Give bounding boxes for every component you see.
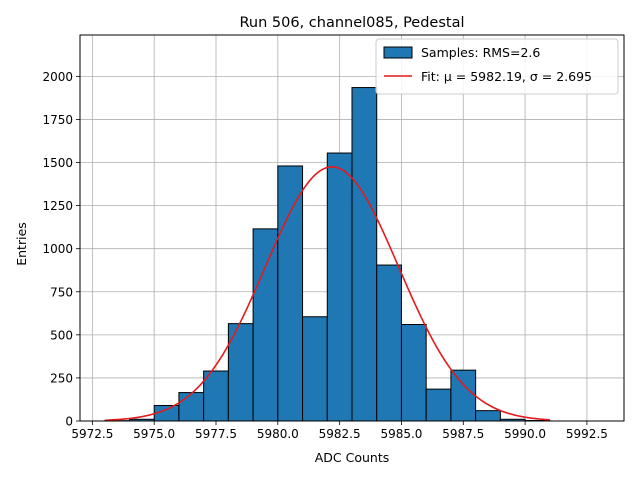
legend-samples-label: Samples: RMS=2.6: [421, 45, 540, 60]
histogram-bar-12: [401, 325, 426, 422]
x-tick-label-5: 5985.0: [380, 427, 422, 441]
y-tick-label-7: 1750: [42, 113, 73, 127]
legend-samples-swatch: [384, 47, 412, 58]
y-tick-label-5: 1250: [42, 199, 73, 213]
histogram-bar-10: [352, 88, 377, 421]
histogram-bar-13: [426, 389, 451, 421]
histogram-bar-11: [377, 265, 402, 421]
legend-fit-label: Fit: μ = 5982.19, σ = 2.695: [421, 69, 592, 84]
x-tick-label-6: 5987.5: [442, 427, 484, 441]
y-tick-label-1: 250: [50, 371, 73, 385]
y-tick-label-2: 500: [50, 328, 73, 342]
histogram-bar-3: [179, 393, 204, 421]
x-axis-label: ADC Counts: [315, 450, 390, 465]
x-tick-label-8: 5992.5: [566, 427, 608, 441]
histogram-bar-15: [476, 411, 501, 421]
y-tick-label-8: 2000: [42, 70, 73, 84]
y-axis-label: Entries: [14, 222, 29, 266]
legend: Samples: RMS=2.6 Fit: μ = 5982.19, σ = 2…: [376, 39, 618, 94]
y-tick-label-6: 1500: [42, 156, 73, 170]
histogram-bar-14: [451, 370, 476, 421]
chart-title: Run 506, channel085, Pedestal: [239, 15, 464, 31]
x-tick-label-2: 5977.5: [195, 427, 237, 441]
y-tick-label-4: 1000: [42, 242, 73, 256]
x-tick-label-7: 5990.0: [504, 427, 546, 441]
histogram-bar-6: [253, 229, 278, 421]
histogram-bar-4: [204, 371, 229, 421]
y-tick-label-3: 750: [50, 285, 73, 299]
histogram-bar-8: [303, 317, 328, 421]
histogram-bar-7: [278, 166, 303, 421]
x-tick-label-4: 5982.5: [319, 427, 361, 441]
x-tick-label-3: 5980.0: [257, 427, 299, 441]
x-tick-label-0: 5972.5: [71, 427, 113, 441]
x-tick-label-1: 5975.0: [133, 427, 175, 441]
histogram-bar-9: [327, 153, 352, 421]
y-tick-label-0: 0: [65, 415, 73, 429]
